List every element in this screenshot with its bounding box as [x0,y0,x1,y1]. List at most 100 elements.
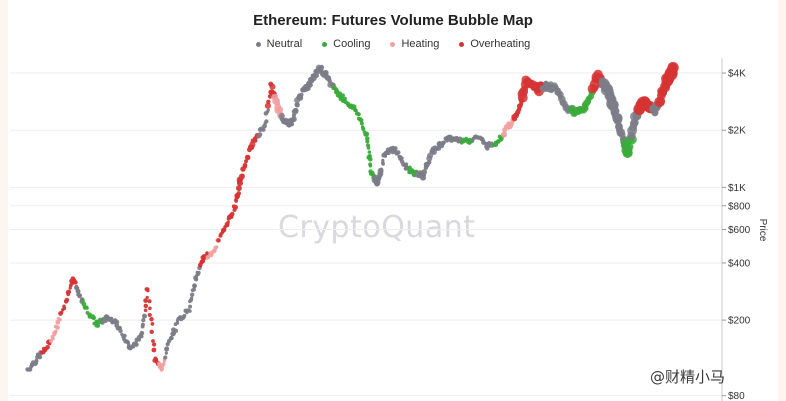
data-point-heating [502,131,507,136]
data-point-overheating [154,357,159,362]
data-point-neutral [386,151,391,155]
y-tick-label: $600 [728,225,751,236]
data-point-neutral [188,304,193,309]
data-points [25,61,679,372]
data-point-neutral [132,345,136,349]
data-point-cooling [85,306,89,310]
legend-item-cooling[interactable]: Cooling [322,38,370,50]
data-point-neutral [192,283,197,289]
data-point-overheating [244,154,251,161]
data-point-heating [54,329,58,334]
data-point-neutral [291,116,297,122]
y-axis-label: Price [757,219,768,242]
data-point-neutral [393,146,398,151]
credit-text: @财精小马 [650,368,726,386]
data-point-overheating [216,238,221,243]
legend-label-overheating: Overheating [470,38,531,50]
data-point-overheating [200,258,206,264]
chart-title: Ethereum: Futures Volume Bubble Map [253,12,533,29]
data-point-overheating [235,185,242,192]
data-point-overheating [233,204,239,210]
data-point-neutral [395,150,401,155]
data-point-neutral [318,64,325,71]
data-point-neutral [164,351,168,355]
data-point-cooling [365,139,370,144]
data-point-neutral [173,328,179,333]
data-point-neutral [141,318,146,323]
data-point-overheating [264,102,271,109]
data-point-cooling [342,96,347,101]
data-point-neutral [430,148,438,156]
legend-item-overheating[interactable]: Overheating [459,38,530,50]
legend-label-heating: Heating [401,38,440,50]
data-point-neutral [381,162,385,166]
y-tick-label: $2K [728,126,746,137]
data-point-neutral [100,320,105,325]
data-point-overheating [143,303,149,309]
data-point-neutral [114,319,120,325]
data-point-overheating [150,322,155,326]
data-point-cooling [366,146,371,150]
data-point-neutral [182,313,187,318]
data-point-overheating [143,298,148,303]
data-point-overheating [242,164,248,169]
data-point-neutral [118,328,123,334]
data-point-overheating [269,83,276,90]
data-point-overheating [205,251,209,255]
data-point-overheating [143,308,148,313]
data-point-neutral [289,122,295,127]
data-point-overheating [667,63,678,74]
data-point-neutral [76,289,81,294]
data-point-neutral [142,313,147,319]
data-point-neutral [441,140,446,145]
data-point-heating [55,319,61,325]
data-point-neutral [257,132,263,137]
data-point-neutral [109,316,114,321]
data-point-cooling [81,301,87,307]
legend-item-neutral[interactable]: Neutral [255,38,302,50]
data-point-overheating [226,220,230,225]
watermark-logo: CryptoQuant [278,210,476,245]
data-point-neutral [404,162,409,167]
data-point-overheating [64,297,70,303]
data-point-heating [55,325,60,330]
data-point-neutral [139,334,144,339]
data-point-overheating [145,295,149,300]
data-point-neutral [381,158,385,163]
data-point-overheating [151,342,157,347]
data-point-neutral [374,180,381,187]
data-point-neutral [190,292,195,297]
data-point-overheating [147,299,152,304]
data-point-overheating [73,280,78,285]
data-point-neutral [122,333,127,338]
data-point-overheating [243,159,249,164]
data-point-neutral [261,127,266,132]
data-point-neutral [164,346,170,351]
data-point-overheating [67,289,71,293]
legend-label-cooling: Cooling [333,38,371,50]
legend-swatch-overheating [459,41,465,47]
data-point-neutral [399,156,404,161]
data-point-neutral [163,355,168,360]
legend-item-heating[interactable]: Heating [390,38,439,50]
data-point-overheating [62,304,66,308]
data-point-neutral [192,287,196,292]
data-point-cooling [368,156,373,162]
data-point-overheating [225,223,230,228]
data-point-neutral [264,119,269,124]
data-point-overheating [151,347,157,353]
y-tick-label: $80 [728,391,745,401]
data-point-cooling [583,105,589,112]
grid-lines [10,72,722,397]
data-point-heating [50,336,55,341]
legend-swatch-neutral [255,41,261,47]
data-point-cooling [367,150,372,154]
data-point-overheating [45,345,50,350]
y-axis: $4K $2K $1K $800 $600 $400 $200 $80 [721,58,751,401]
y-tick-label: $200 [728,316,751,327]
data-point-overheating [151,339,155,343]
data-point-overheating [149,329,154,335]
data-point-overheating [230,211,235,217]
data-point-heating [160,366,164,371]
